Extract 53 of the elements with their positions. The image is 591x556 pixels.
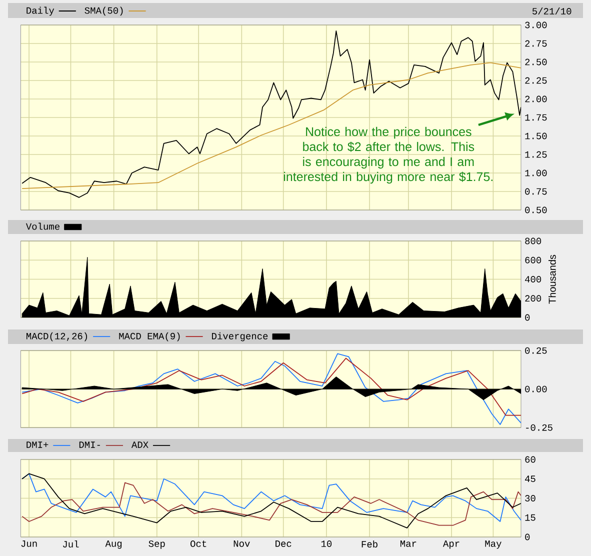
x-tick-label: 10 (321, 540, 332, 547)
y-tick-label: 1.75 (525, 114, 547, 121)
text: 5/21/10 (532, 8, 572, 14)
line-series (22, 62, 521, 189)
line-series (22, 353, 521, 425)
x-tick-label: Oct (190, 540, 206, 547)
legend-label: Daily (26, 6, 54, 16)
y-tick-label: 0.75 (525, 188, 547, 195)
y-tick-label: 800 (525, 238, 542, 244)
y-axis-title: Thousands (548, 254, 556, 304)
legend-label: Divergence (212, 332, 268, 342)
y-tick-label: 0 (525, 534, 530, 540)
y-tick-label: 0.25 (525, 347, 547, 354)
line-series (22, 30, 521, 198)
y-tick-label: 400 (525, 276, 542, 282)
x-tick-label: Jul (63, 540, 79, 548)
x-tick-label: May (485, 540, 502, 549)
y-tick-label: 2.00 (525, 96, 547, 102)
y-tick-label: 600 (525, 256, 542, 264)
line-series (22, 358, 521, 416)
legend-label: MACD EMA(9) (119, 332, 180, 342)
y-tick-label: 200 (525, 295, 542, 302)
y-tick-label: 0.50 (525, 206, 547, 214)
line-series (22, 482, 521, 526)
legend-label: DMI+ (26, 442, 48, 448)
y-tick-label: 1.50 (525, 132, 547, 140)
y-tick-label: 1.25 (525, 151, 547, 158)
y-tick-label: 0 (525, 314, 530, 321)
y-tick-label: 60 (525, 456, 536, 463)
legend-label: DMI- (79, 442, 100, 448)
y-tick-label: -0.25 (526, 424, 552, 431)
legend-label: Volume (26, 222, 60, 230)
y-tick-label: 30 (525, 495, 536, 502)
x-tick-label: Jun (21, 540, 37, 547)
y-tick-label: 15 (525, 514, 536, 521)
legend-label: MACD(12,26) (26, 332, 88, 342)
annotation: Notice how the price bounces back to $2 after the lows. This is encouraging to me and I am interested in buying more near $1.75. (284, 126, 493, 184)
x-tick-label: Mar (400, 540, 416, 547)
y-tick-label: 0.00 (525, 386, 547, 392)
x-tick-label: Feb (362, 540, 378, 548)
legend-label: ADX (131, 442, 148, 448)
x-tick-label: Nov (234, 540, 250, 547)
x-tick-label: Sep (148, 540, 165, 549)
y-tick-label: 45 (525, 476, 536, 482)
y-tick-label: 3.00 (525, 22, 547, 28)
y-tick-label: 2.75 (525, 40, 547, 47)
x-tick-label: Aug (105, 540, 122, 549)
y-tick-label: 1.00 (525, 170, 547, 176)
legend-label: SMA(50) (84, 6, 123, 16)
x-tick-label: Dec (276, 540, 292, 547)
y-tick-label: 2.25 (525, 77, 547, 84)
x-tick-label: Apr (442, 540, 460, 549)
y-tick-label: 2.50 (525, 58, 547, 66)
